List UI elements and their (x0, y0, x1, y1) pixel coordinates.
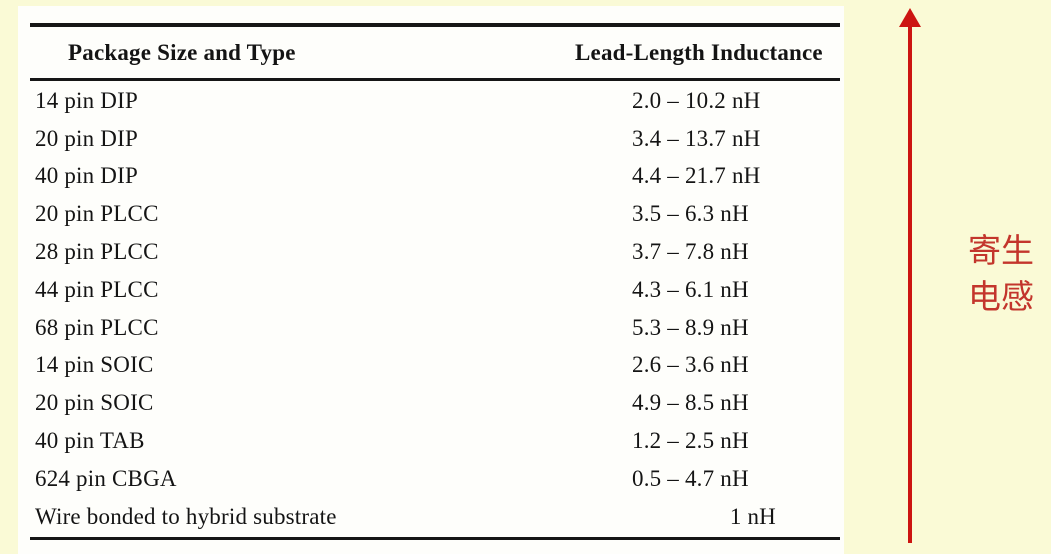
table-row: 20 pin SOIC 4.9 – 8.5 nH (30, 384, 840, 422)
table-top-rule (30, 23, 840, 27)
column-header-inductance: Lead-Length Inductance (575, 39, 823, 65)
table-row: 624 pin CBGA 0.5 – 4.7 nH (30, 460, 840, 498)
table-row: 14 pin DIP 2.0 – 10.2 nH (30, 82, 840, 120)
table-row: 20 pin PLCC 3.5 – 6.3 nH (30, 195, 840, 233)
table-row: 68 pin PLCC 5.3 – 8.9 nH (30, 309, 840, 347)
table-header-rule (30, 78, 840, 81)
package-cell: Wire bonded to hybrid substrate (35, 503, 337, 529)
inductance-cell: 4.3 – 6.1 nH (632, 276, 749, 302)
table-row: Wire bonded to hybrid substrate 1 nH (30, 498, 840, 536)
package-cell: 40 pin DIP (35, 163, 138, 189)
package-cell: 20 pin SOIC (35, 390, 154, 416)
table-panel: Package Size and Type Lead-Length Induct… (18, 6, 844, 554)
table-header-row: Package Size and Type Lead-Length Induct… (30, 27, 840, 78)
package-cell: 20 pin PLCC (35, 201, 159, 227)
table-row: 40 pin DIP 4.4 – 21.7 nH (30, 158, 840, 196)
table-row: 20 pin DIP 3.4 – 13.7 nH (30, 120, 840, 158)
arrow-up-icon (899, 8, 921, 27)
package-cell: 40 pin TAB (35, 428, 145, 454)
inductance-cell: 2.0 – 10.2 nH (632, 87, 761, 113)
inductance-cell: 1.2 – 2.5 nH (632, 428, 749, 454)
package-cell: 44 pin PLCC (35, 276, 159, 302)
inductance-cell: 0.5 – 4.7 nH (632, 465, 749, 491)
package-cell: 624 pin CBGA (35, 465, 177, 491)
table-row: 28 pin PLCC 3.7 – 7.8 nH (30, 233, 840, 271)
annotation-parasitic-inductance: 寄生 电感 (960, 229, 1042, 321)
inductance-cell: 1 nH (729, 503, 776, 529)
table-row: 40 pin TAB 1.2 – 2.5 nH (30, 422, 840, 460)
package-cell: 14 pin DIP (35, 87, 138, 113)
parasitic-inductance-arrow (896, 8, 924, 545)
inductance-cell: 3.7 – 7.8 nH (632, 239, 749, 265)
inductance-cell: 2.6 – 3.6 nH (632, 352, 749, 378)
table-bottom-rule (30, 537, 840, 540)
package-cell: 20 pin DIP (35, 125, 138, 151)
annotation-line-1: 寄生 (968, 234, 1034, 270)
inductance-cell: 5.3 – 8.9 nH (632, 314, 749, 340)
inductance-cell: 3.5 – 6.3 nH (632, 201, 749, 227)
package-cell: 68 pin PLCC (35, 314, 159, 340)
column-header-package: Package Size and Type (68, 39, 296, 65)
inductance-cell: 4.4 – 21.7 nH (632, 163, 761, 189)
inductance-table: Package Size and Type Lead-Length Induct… (30, 6, 844, 554)
table-body: 14 pin DIP 2.0 – 10.2 nH 20 pin DIP 3.4 … (30, 82, 840, 536)
arrow-shaft (908, 25, 912, 543)
inductance-cell: 3.4 – 13.7 nH (632, 125, 761, 151)
annotation-line-2: 电感 (968, 280, 1034, 316)
package-cell: 14 pin SOIC (35, 352, 154, 378)
package-cell: 28 pin PLCC (35, 239, 159, 265)
inductance-cell: 4.9 – 8.5 nH (632, 390, 749, 416)
table-row: 14 pin SOIC 2.6 – 3.6 nH (30, 347, 840, 385)
table-row: 44 pin PLCC 4.3 – 6.1 nH (30, 271, 840, 309)
